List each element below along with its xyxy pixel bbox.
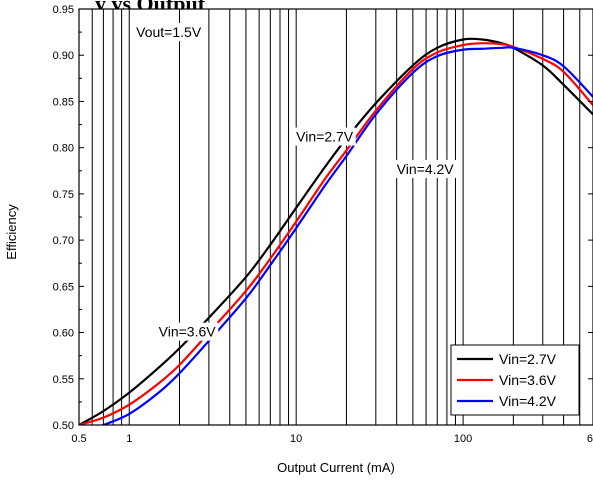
legend: Vin=2.7V Vin=3.6V Vin=4.2V <box>450 344 580 416</box>
y-tick-label: 0.90 <box>53 50 74 62</box>
x-axis-title: Output Current (mA) <box>277 460 395 475</box>
annotation-label: Vin=4.2V <box>397 161 455 177</box>
legend-label: Vin=3.6V <box>499 372 557 388</box>
y-tick-label: 0.80 <box>53 143 74 155</box>
axes: 0.50 0.55 0.60 0.65 0.70 0.75 0.80 0.85 0.90 0.95… <box>53 4 593 445</box>
annotation-background <box>156 322 219 341</box>
y-tick-label: 0.55 <box>53 374 74 386</box>
y-tick-label: 0.85 <box>53 96 74 108</box>
y-tick-label: 0.65 <box>53 281 74 293</box>
series-line-3 <box>100 46 593 425</box>
annotation-label: Vout=1.5V <box>136 24 202 40</box>
annotations: Vout=1.5V Vin=2.7V Vin=4.2V Vin=3.6V <box>134 23 457 341</box>
x-tick-label: 10 <box>290 433 302 445</box>
grid-lines <box>91 9 581 425</box>
x-tick-label: 1 <box>126 433 132 445</box>
legend-label: Vin=2.7V <box>499 351 557 367</box>
annotation-background <box>394 159 457 178</box>
annotation-background <box>294 127 356 146</box>
annotation-background <box>134 23 204 42</box>
series-line-2 <box>79 42 593 425</box>
annotation-label: Vin=3.6V <box>159 324 217 340</box>
x-tick-label: 100 <box>454 433 472 445</box>
y-tick-label: 0.50 <box>53 420 74 432</box>
y-tick-label: 0.70 <box>53 235 74 247</box>
y-tick-label: 0.60 <box>53 328 74 340</box>
annotation-label: Vin=2.7V <box>296 129 354 145</box>
legend-label: Vin=4.2V <box>499 393 557 409</box>
x-tick-label: 0.5 <box>71 433 86 445</box>
y-tick-label: 0.95 <box>53 4 74 16</box>
x-tick-label: 6 <box>587 433 593 445</box>
y-tick-label: 0.75 <box>53 189 74 201</box>
y-axis-title: Efficiency <box>4 204 19 260</box>
